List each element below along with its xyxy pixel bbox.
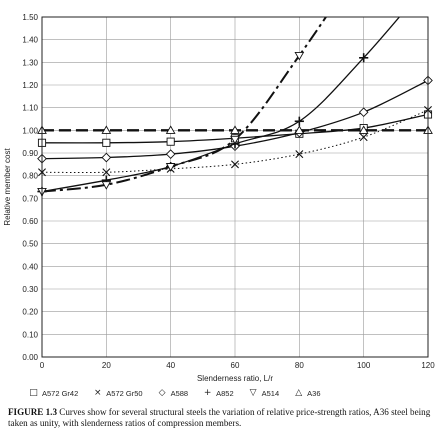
y-tick-label: 1.10 xyxy=(22,104,38,113)
y-axis-label: Relative member cost xyxy=(3,148,12,226)
legend-label: A588 xyxy=(170,388,189,398)
series-a514 xyxy=(37,17,328,197)
legend-label: A514 xyxy=(261,388,280,398)
marker-triangle-down xyxy=(230,135,240,145)
legend-item: △ A36 xyxy=(293,388,320,398)
legend-marker-plus-icon: + xyxy=(203,388,212,398)
marker-square xyxy=(166,137,175,146)
tick-labels: 0.00 0.10 0.20 0.30 0.40 0.50 0.60 0.70 0.80 0.90… xyxy=(22,13,435,370)
y-tick-label: 0.50 xyxy=(22,240,38,249)
marker-plus xyxy=(359,53,369,63)
y-tick-label: 0.20 xyxy=(22,308,38,317)
marker-triangle-down xyxy=(101,181,112,190)
x-tick-label: 40 xyxy=(166,361,175,370)
legend: □ A572 Gr42 × A572 Gr50 ◇ A588 + A852 ▽ A514 △ A36 xyxy=(28,386,438,400)
plot-border xyxy=(41,16,429,358)
y-tick-label: 0.80 xyxy=(22,172,38,181)
x-tick-label: 120 xyxy=(421,361,435,370)
y-tick-label: 1.40 xyxy=(22,36,38,45)
y-tick-label: 1.20 xyxy=(22,81,38,90)
x-tick-label: 0 xyxy=(40,361,45,370)
legend-marker-triangle-down-icon: ▽ xyxy=(249,388,257,398)
legend-item: ◇ A588 xyxy=(157,388,189,398)
y-tick-label: 1.50 xyxy=(22,13,38,22)
y-tick-label: 1.30 xyxy=(22,58,38,67)
caption-label: FIGURE 1.3 xyxy=(8,407,58,417)
marker-x xyxy=(359,133,368,142)
y-tick-label: 0.40 xyxy=(22,262,38,271)
marker-triangle-up xyxy=(230,125,240,134)
legend-label: A572 Gr50 xyxy=(106,388,143,398)
x-tick-label: 100 xyxy=(357,361,371,370)
x-axis-label: Slenderness ratio, L/r xyxy=(197,374,273,383)
x-tick-label: 20 xyxy=(102,361,111,370)
legend-item: + A852 xyxy=(202,388,234,398)
marker-x xyxy=(102,168,111,177)
marker-diamond xyxy=(358,107,369,118)
y-tick-label: 0.60 xyxy=(22,217,38,226)
legend-marker-x-icon: × xyxy=(94,388,102,398)
legend-item: × A572 Gr50 xyxy=(92,388,143,398)
legend-label: A852 xyxy=(216,388,234,398)
marker-triangle-down xyxy=(294,51,305,61)
marker-plus xyxy=(294,116,304,126)
marker-diamond xyxy=(165,149,176,159)
grid xyxy=(41,16,429,358)
plot-frame xyxy=(41,16,429,358)
marker-triangle-up xyxy=(294,125,305,134)
marker-triangle-down xyxy=(165,163,176,172)
series-a36 xyxy=(37,125,433,134)
y-tick-label: 0.10 xyxy=(22,330,38,339)
marker-x xyxy=(231,160,239,169)
legend-marker-diamond-icon: ◇ xyxy=(158,388,166,398)
y-tick-label: 0.00 xyxy=(22,353,38,362)
marker-diamond xyxy=(101,152,112,163)
legend-marker-square-icon: □ xyxy=(29,388,38,398)
legend-label: A36 xyxy=(307,388,321,398)
marker-triangle-up xyxy=(101,125,112,134)
chart-svg: 0.00 0.10 0.20 0.30 0.40 0.50 0.60 0.70 0.80 0.90… xyxy=(3,13,435,383)
legend-item: □ A572 Gr42 xyxy=(28,388,78,398)
legend-item: ▽ A514 xyxy=(248,388,280,398)
y-tick-label: 1.00 xyxy=(22,126,38,135)
x-tick-label: 80 xyxy=(295,361,304,370)
marker-triangle-up xyxy=(358,125,369,134)
figure-caption: FIGURE 1.3 Curves show for several struc… xyxy=(8,407,436,428)
series-line xyxy=(42,17,328,193)
caption-text: Curves show for several structural steel… xyxy=(8,407,431,428)
series-layer xyxy=(37,17,433,197)
legend-marker-triangle-up-icon: △ xyxy=(295,388,303,398)
y-tick-label: 0.90 xyxy=(22,149,38,158)
y-tick-label: 0.70 xyxy=(22,194,38,203)
x-tick-label: 60 xyxy=(231,361,240,370)
legend-label: A572 Gr42 xyxy=(42,388,79,398)
marker-square xyxy=(102,138,111,147)
marker-x xyxy=(295,150,304,159)
y-tick-label: 0.30 xyxy=(22,285,38,294)
marker-triangle-up xyxy=(165,125,176,134)
